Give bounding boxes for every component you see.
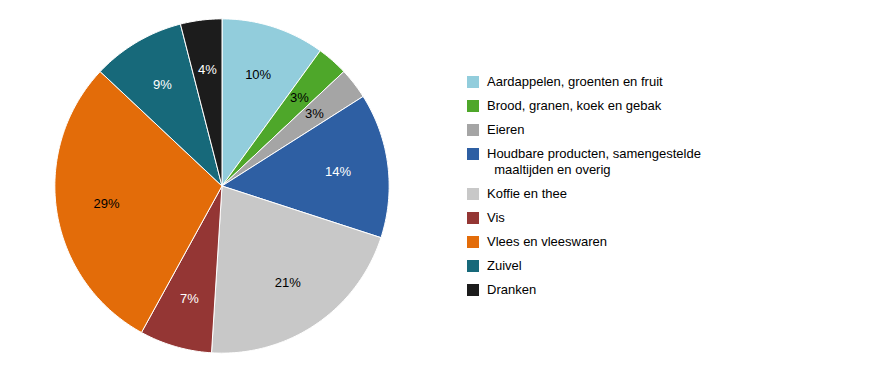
svg-text:7%: 7%	[180, 291, 199, 306]
svg-text:10%: 10%	[245, 67, 271, 82]
html-text:Vlees en vleeswaren: Vlees en vleeswaren	[487, 233, 607, 249]
html-text:Koffie en thee: Koffie en thee	[487, 185, 567, 201]
html-text:Dranken: Dranken	[487, 281, 537, 297]
html-text:Eieren: Eieren	[487, 121, 525, 137]
html-text:Zuivel: Zuivel	[487, 257, 522, 273]
svg-text:21%: 21%	[275, 275, 301, 290]
svg-text:3%: 3%	[290, 90, 309, 105]
svg-text:29%: 29%	[93, 196, 119, 211]
svg-text:9%: 9%	[153, 77, 172, 92]
svg-text:3%: 3%	[305, 106, 324, 121]
html-text:Houdbare producten, samengeste: Houdbare producten, samengestelde maalti…	[487, 145, 701, 177]
svg-text:4%: 4%	[198, 62, 217, 77]
svg-text:14%: 14%	[325, 163, 351, 178]
html-text:Aardappelen, groenten en fruit: Aardappelen, groenten en fruit	[487, 73, 663, 89]
html-text:Brood, granen, koek en gebak: Brood, granen, koek en gebak	[487, 97, 662, 113]
html-text:Vis: Vis	[487, 209, 505, 225]
